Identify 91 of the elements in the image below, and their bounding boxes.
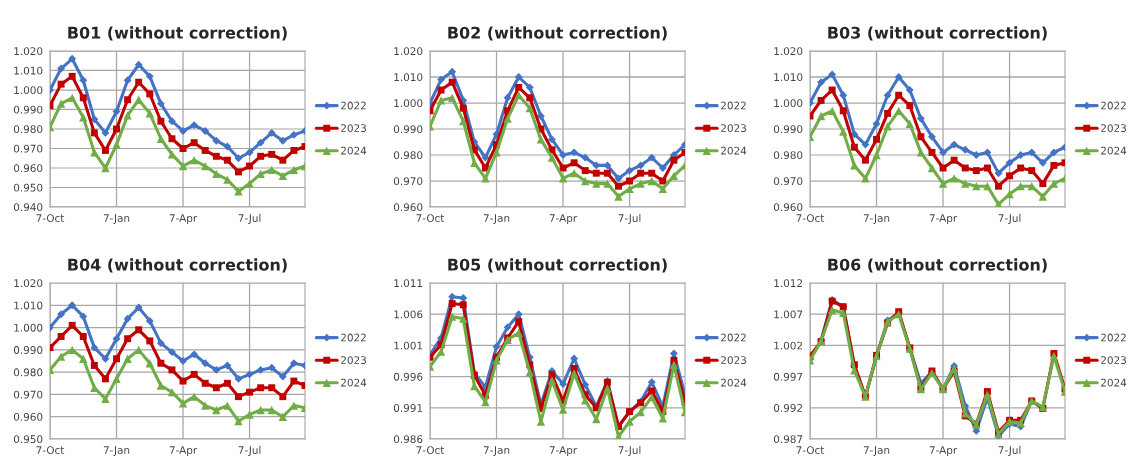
x-tick-label: 7-Oct <box>416 214 445 223</box>
y-tick-label: 0.980 <box>13 368 43 377</box>
legend-label: 2022 <box>721 101 746 110</box>
y-tick-label: 0.960 <box>773 203 803 212</box>
x-tick-label: 7-Oct <box>796 446 825 455</box>
y-tick-label: 1.006 <box>394 310 423 319</box>
x-tick-label: 7-Jan <box>103 446 130 456</box>
y-tick-label: 0.960 <box>13 164 43 173</box>
y-tick-label: 0.970 <box>393 177 423 186</box>
x-tick-label: 7-Apr <box>169 214 198 225</box>
x-tick-label: 7-Jul <box>998 213 1021 224</box>
x-tick-label: 7-Oct <box>36 214 65 223</box>
y-tick-label: 0.990 <box>13 105 43 114</box>
x-tick-label: 7-Jan <box>863 446 890 456</box>
y-tick-label: 0.997 <box>773 372 803 381</box>
legend-label: 2022 <box>341 333 366 342</box>
x-tick-label: 7-Apr <box>169 446 198 457</box>
y-tick-label: 0.990 <box>773 125 803 134</box>
y-tick-label: 1.010 <box>394 73 423 82</box>
y-tick-label: 1.020 <box>774 47 803 56</box>
x-tick-label: 7-Jul <box>618 213 641 224</box>
y-tick-label: 0.980 <box>13 125 43 134</box>
y-tick-label: 0.970 <box>13 390 43 399</box>
y-tick-label: 0.970 <box>13 144 43 153</box>
legend-label: 2022 <box>341 101 366 110</box>
y-tick-label: 0.950 <box>13 435 43 444</box>
chart-title: B06 (without correction) <box>828 258 1047 273</box>
legend-label: 2024 <box>1101 378 1127 387</box>
y-tick-label: 0.960 <box>393 203 423 212</box>
x-tick-label: 7-Jan <box>483 446 510 456</box>
y-tick-label: 0.970 <box>773 177 803 186</box>
y-tick-label: 1.020 <box>14 47 43 56</box>
y-tick-label: 1.020 <box>14 279 43 288</box>
y-tick-label: 0.987 <box>773 435 803 444</box>
x-tick-label: 7-Apr <box>929 446 958 457</box>
y-tick-label: 0.960 <box>13 412 43 421</box>
y-tick-label: 0.986 <box>393 435 423 444</box>
chart-title: B02 (without correction) <box>448 26 667 41</box>
legend-label: 2023 <box>341 356 366 365</box>
y-tick-label: 0.992 <box>773 404 803 412</box>
y-tick-label: 1.002 <box>774 341 803 350</box>
x-tick-label: 7-Apr <box>929 214 958 225</box>
legend-label: 2022 <box>1101 101 1126 110</box>
x-tick-label: 7-Jul <box>618 445 641 456</box>
y-tick-label: 0.991 <box>393 404 423 412</box>
chart-title: B01 (without correction) <box>68 26 287 41</box>
x-tick-label: 7-Oct <box>36 446 65 455</box>
y-tick-label: 0.980 <box>393 151 423 160</box>
y-tick-label: 1.000 <box>774 99 803 108</box>
legend-label: 2024 <box>721 146 747 155</box>
y-tick-label: 1.010 <box>14 66 43 75</box>
y-tick-label: 1.000 <box>14 86 43 95</box>
y-tick-label: 0.996 <box>393 372 423 381</box>
chart-title: B05 (without correction) <box>448 258 667 273</box>
x-tick-label: 7-Apr <box>549 214 578 225</box>
chart-title: B03 (without correction) <box>828 26 1047 41</box>
y-tick-label: 1.007 <box>774 310 803 319</box>
legend-label: 2022 <box>721 333 746 342</box>
y-tick-label: 1.011 <box>394 279 423 288</box>
y-tick-label: 1.000 <box>394 99 423 108</box>
y-tick-label: 1.000 <box>14 323 43 332</box>
y-tick-label: 0.990 <box>13 346 43 354</box>
x-tick-label: 7-Jan <box>863 214 890 224</box>
legend-label: 2022 <box>1101 333 1126 342</box>
x-tick-label: 7-Jul <box>238 445 261 456</box>
y-tick-label: 1.012 <box>774 279 803 288</box>
chart-title: B04 (without correction) <box>68 258 287 273</box>
x-tick-label: 7-Jul <box>238 213 261 224</box>
legend-label: 2023 <box>721 124 746 133</box>
x-tick-label: 7-Jan <box>483 214 510 224</box>
y-tick-label: 0.950 <box>13 183 43 192</box>
y-tick-label: 1.001 <box>394 341 423 350</box>
legend-label: 2024 <box>1101 146 1127 155</box>
y-tick-label: 0.940 <box>13 203 43 212</box>
legend-label: 2023 <box>721 356 746 365</box>
x-tick-label: 7-Jan <box>103 214 130 224</box>
y-tick-label: 1.020 <box>394 47 423 56</box>
legend-label: 2024 <box>721 378 747 387</box>
legend-label: 2023 <box>1101 356 1126 365</box>
legend-label: 2024 <box>341 146 367 155</box>
y-tick-label: 0.990 <box>393 125 423 134</box>
legend-label: 2023 <box>1101 124 1126 133</box>
legend-label: 2024 <box>341 378 367 387</box>
x-tick-label: 7-Jul <box>998 445 1021 456</box>
y-tick-label: 1.010 <box>14 301 43 310</box>
x-tick-label: 7-Oct <box>796 214 825 223</box>
x-tick-label: 7-Oct <box>416 446 445 455</box>
x-tick-label: 7-Apr <box>549 446 578 457</box>
y-tick-label: 0.980 <box>773 151 803 160</box>
legend-label: 2023 <box>341 124 366 133</box>
y-tick-label: 1.010 <box>774 73 803 82</box>
